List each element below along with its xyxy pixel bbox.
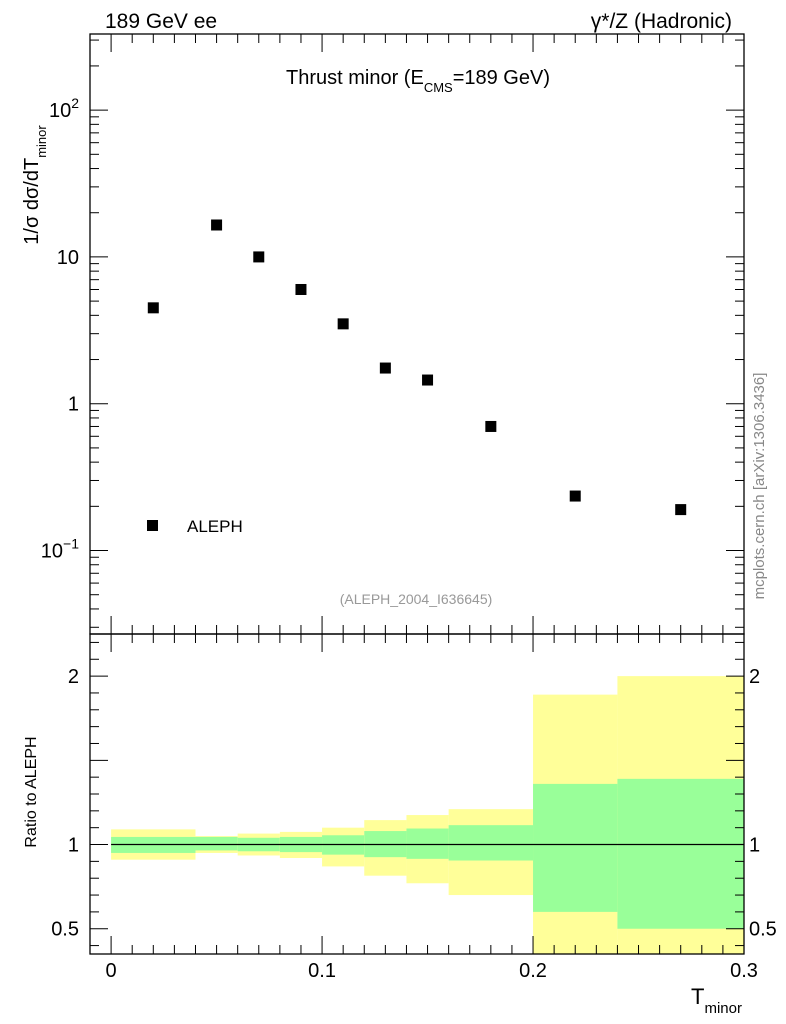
header-left: 189 GeV ee	[105, 10, 217, 33]
data-point-aleph	[147, 302, 159, 314]
stat-uncertainty-band	[195, 836, 238, 851]
x-tick-label: 0.3	[730, 960, 758, 982]
y-axis-label: 1/σ dσ/dTminor	[21, 125, 49, 245]
ratio-plot: 0 0.1 0.2 0.3 2 2 1 1 0.5 0.5 Ratio to ALEPH Tmin…	[23, 633, 777, 1017]
data-point-aleph	[485, 420, 497, 432]
data-point-aleph	[253, 251, 265, 263]
ratio-y-tick-label-right: 2	[749, 666, 760, 688]
legend-label-aleph: ALEPH	[187, 517, 243, 536]
stat-uncertainty-band	[448, 825, 534, 861]
data-point-aleph	[422, 374, 434, 386]
data-point-aleph	[211, 219, 223, 231]
y-tick-label: 1	[68, 394, 79, 416]
x-tick-label: 0.1	[308, 960, 336, 982]
y-tick-label: 102	[49, 95, 79, 122]
plot-title: Thrust minor (ECMS=189 GeV)	[286, 67, 550, 95]
ratio-y-tick-label: 0.5	[51, 919, 79, 941]
x-axis-label: Tminor	[691, 984, 742, 1017]
ratio-y-tick-label-right: 1	[749, 835, 760, 857]
ratio-y-tick-label: 2	[68, 666, 79, 688]
legend-marker-aleph	[147, 520, 158, 531]
data-point-aleph	[379, 362, 391, 374]
main-plot: Thrust minor (ECMS=189 GeV) 102 10 1 10−1 1…	[21, 33, 745, 635]
y-tick-label: 10−1	[41, 536, 79, 563]
analysis-annotation: (ALEPH_2004_I636645)	[340, 591, 493, 607]
header-right: γ*/Z (Hadronic)	[591, 10, 732, 33]
data-point-aleph	[675, 504, 687, 516]
stat-uncertainty-band	[533, 783, 618, 912]
y-tick-label: 10	[57, 247, 79, 269]
data-point-aleph	[569, 490, 581, 502]
ratio-y-tick-label-right: 0.5	[749, 919, 777, 941]
ratio-y-label: Ratio to ALEPH	[23, 736, 40, 847]
data-point-aleph	[337, 318, 349, 330]
upper-frame	[89, 33, 745, 635]
data-point-aleph	[295, 283, 307, 295]
stat-uncertainty-band	[617, 778, 744, 929]
watermark: mcplots.cern.ch [arXiv:1306.3436]	[751, 373, 768, 600]
stat-uncertainty-band	[406, 828, 449, 859]
x-tick-label: 0.2	[519, 960, 547, 982]
x-tick-label: 0	[106, 960, 117, 982]
ratio-y-tick-label: 1	[68, 835, 79, 857]
